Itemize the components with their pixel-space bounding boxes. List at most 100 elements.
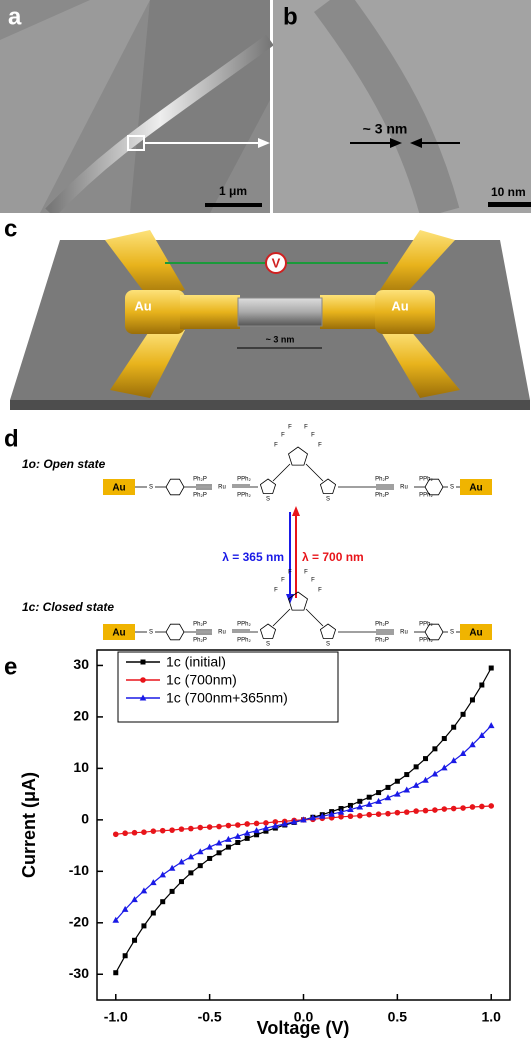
marker <box>366 811 373 818</box>
y-tick-label: 10 <box>73 759 89 775</box>
au-label: Au <box>112 483 125 494</box>
au-electrode <box>103 479 135 495</box>
bond <box>305 608 324 627</box>
y-tick-label: 30 <box>73 656 89 672</box>
atom-label: Ru <box>218 630 226 636</box>
panel-label: a <box>8 3 22 30</box>
bond <box>272 463 291 482</box>
marker <box>385 810 391 817</box>
marker <box>234 832 242 839</box>
marker <box>169 888 175 894</box>
marker <box>337 808 345 815</box>
marker <box>197 863 203 869</box>
marker <box>188 825 194 832</box>
marker <box>253 827 260 834</box>
marker <box>357 798 363 804</box>
marker <box>403 786 411 793</box>
marker <box>422 807 429 814</box>
scale-bar <box>205 203 262 207</box>
au-label: Au <box>391 298 408 313</box>
marker <box>384 794 392 801</box>
atom-label: F <box>311 433 315 439</box>
marker <box>394 778 400 784</box>
marker <box>478 731 486 738</box>
marker <box>243 829 251 836</box>
marker <box>150 828 157 834</box>
atom-label: F <box>288 570 292 576</box>
atom-label: Ph₂P <box>193 622 207 628</box>
marker <box>132 937 138 943</box>
marker <box>357 812 363 819</box>
atom-label: PPh₂ <box>237 622 251 628</box>
au-electrode <box>460 479 492 495</box>
marker <box>159 827 166 834</box>
marker <box>244 821 250 827</box>
junction <box>313 0 460 213</box>
marker <box>253 820 260 827</box>
y-tick-label: -20 <box>69 913 89 929</box>
ring <box>319 478 337 494</box>
marker <box>460 711 466 717</box>
state-title: 1c: Closed state <box>22 600 114 614</box>
panel-label: e <box>4 653 17 680</box>
marker <box>412 781 420 788</box>
marker <box>113 970 119 976</box>
marker <box>141 923 147 929</box>
ring <box>288 446 308 466</box>
atom-label: PPh₂ <box>419 477 433 483</box>
x-tick-label: 0.0 <box>294 1009 314 1025</box>
arrow-head <box>292 506 300 516</box>
marker <box>356 803 364 810</box>
marker <box>206 843 213 850</box>
marker <box>413 808 419 814</box>
atom-label: F <box>274 443 278 449</box>
marker <box>112 831 119 838</box>
ring <box>424 623 444 641</box>
au-label: Au <box>112 628 125 639</box>
ring <box>319 623 337 639</box>
molecule <box>135 591 460 641</box>
atom-label: PPh₂ <box>419 622 433 628</box>
au-label: Au <box>469 628 482 639</box>
marker <box>469 741 476 748</box>
marker <box>207 855 213 861</box>
atom-label: S <box>450 630 454 636</box>
atom-label: Ph₂P <box>193 638 207 644</box>
legend-marker <box>140 677 146 683</box>
marker <box>272 819 279 825</box>
panel-label: c <box>4 215 17 242</box>
marker <box>160 899 166 905</box>
marker <box>263 820 269 826</box>
atom-label: Ph₂P <box>375 638 389 644</box>
sem-grain <box>130 0 270 213</box>
light-label: λ = 700 nm <box>302 550 364 564</box>
marker <box>432 746 438 752</box>
marker <box>403 809 410 815</box>
marker <box>347 813 354 820</box>
marker <box>318 812 326 819</box>
marker <box>122 830 128 837</box>
atom-label: F <box>281 578 285 584</box>
y-tick-label: 20 <box>73 708 89 724</box>
sem-grain <box>0 0 150 213</box>
x-tick-label: 1.0 <box>481 1009 501 1025</box>
marker <box>469 804 476 810</box>
arrow-head <box>390 138 402 148</box>
marker <box>328 810 335 817</box>
ring <box>259 478 277 494</box>
marker <box>469 697 475 703</box>
marker <box>141 829 147 836</box>
voltmeter <box>265 252 287 274</box>
marker <box>150 879 157 886</box>
legend-label: 1c (initial) <box>166 654 226 670</box>
atom-label: Ph₂P <box>375 493 389 499</box>
marker <box>112 916 120 923</box>
atom-label: F <box>311 578 315 584</box>
ring <box>259 623 277 639</box>
marker <box>450 805 457 812</box>
marker <box>225 844 231 850</box>
atom-label: PPh₂ <box>237 477 251 483</box>
marker <box>375 811 382 817</box>
atom-label: Ph₂P <box>375 622 389 628</box>
